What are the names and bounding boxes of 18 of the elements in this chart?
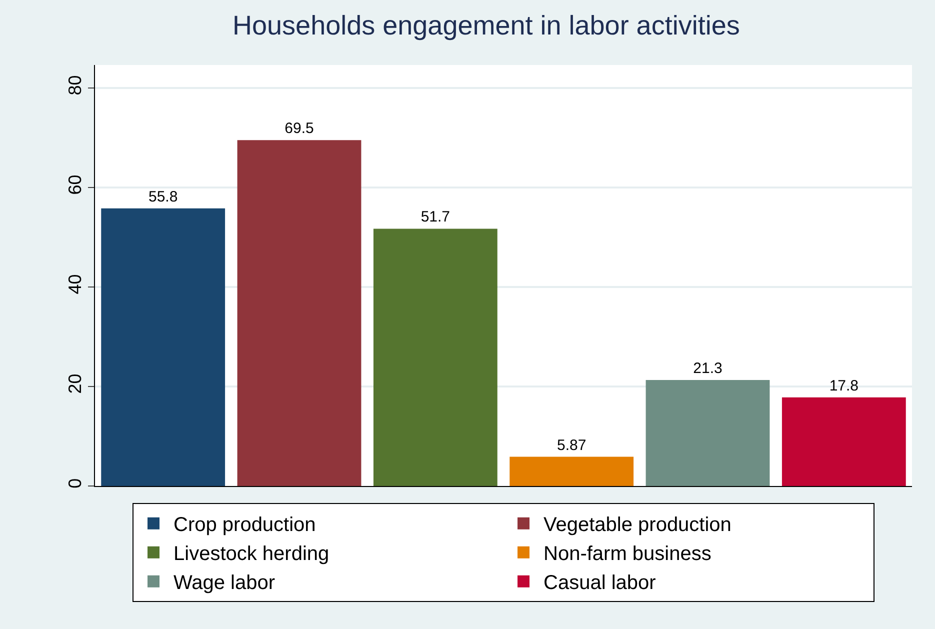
y-tick-label: 20 <box>64 374 85 394</box>
legend-label: Livestock herding <box>174 543 330 566</box>
data-label: 51.7 <box>420 208 450 226</box>
y-tick-label: 60 <box>64 174 85 195</box>
chart-title: Households engagement in labor activities <box>232 10 740 41</box>
y-tick-label: 40 <box>64 274 85 294</box>
legend-label: Non-farm business <box>544 543 712 566</box>
data-label: 21.3 <box>693 360 722 377</box>
legend-label: Casual labor <box>544 572 656 594</box>
legend-label: Wage labor <box>174 572 276 594</box>
y-tick-label: 80 <box>64 75 85 96</box>
data-label: 17.8 <box>829 377 859 394</box>
y-tick-label: 0 <box>64 478 85 488</box>
legend-label: Crop production <box>174 514 316 536</box>
data-label: 5.87 <box>556 436 586 454</box>
data-label: 55.8 <box>148 188 178 206</box>
data-label: 69.5 <box>284 120 314 138</box>
legend-label: Vegetable production <box>544 514 732 536</box>
